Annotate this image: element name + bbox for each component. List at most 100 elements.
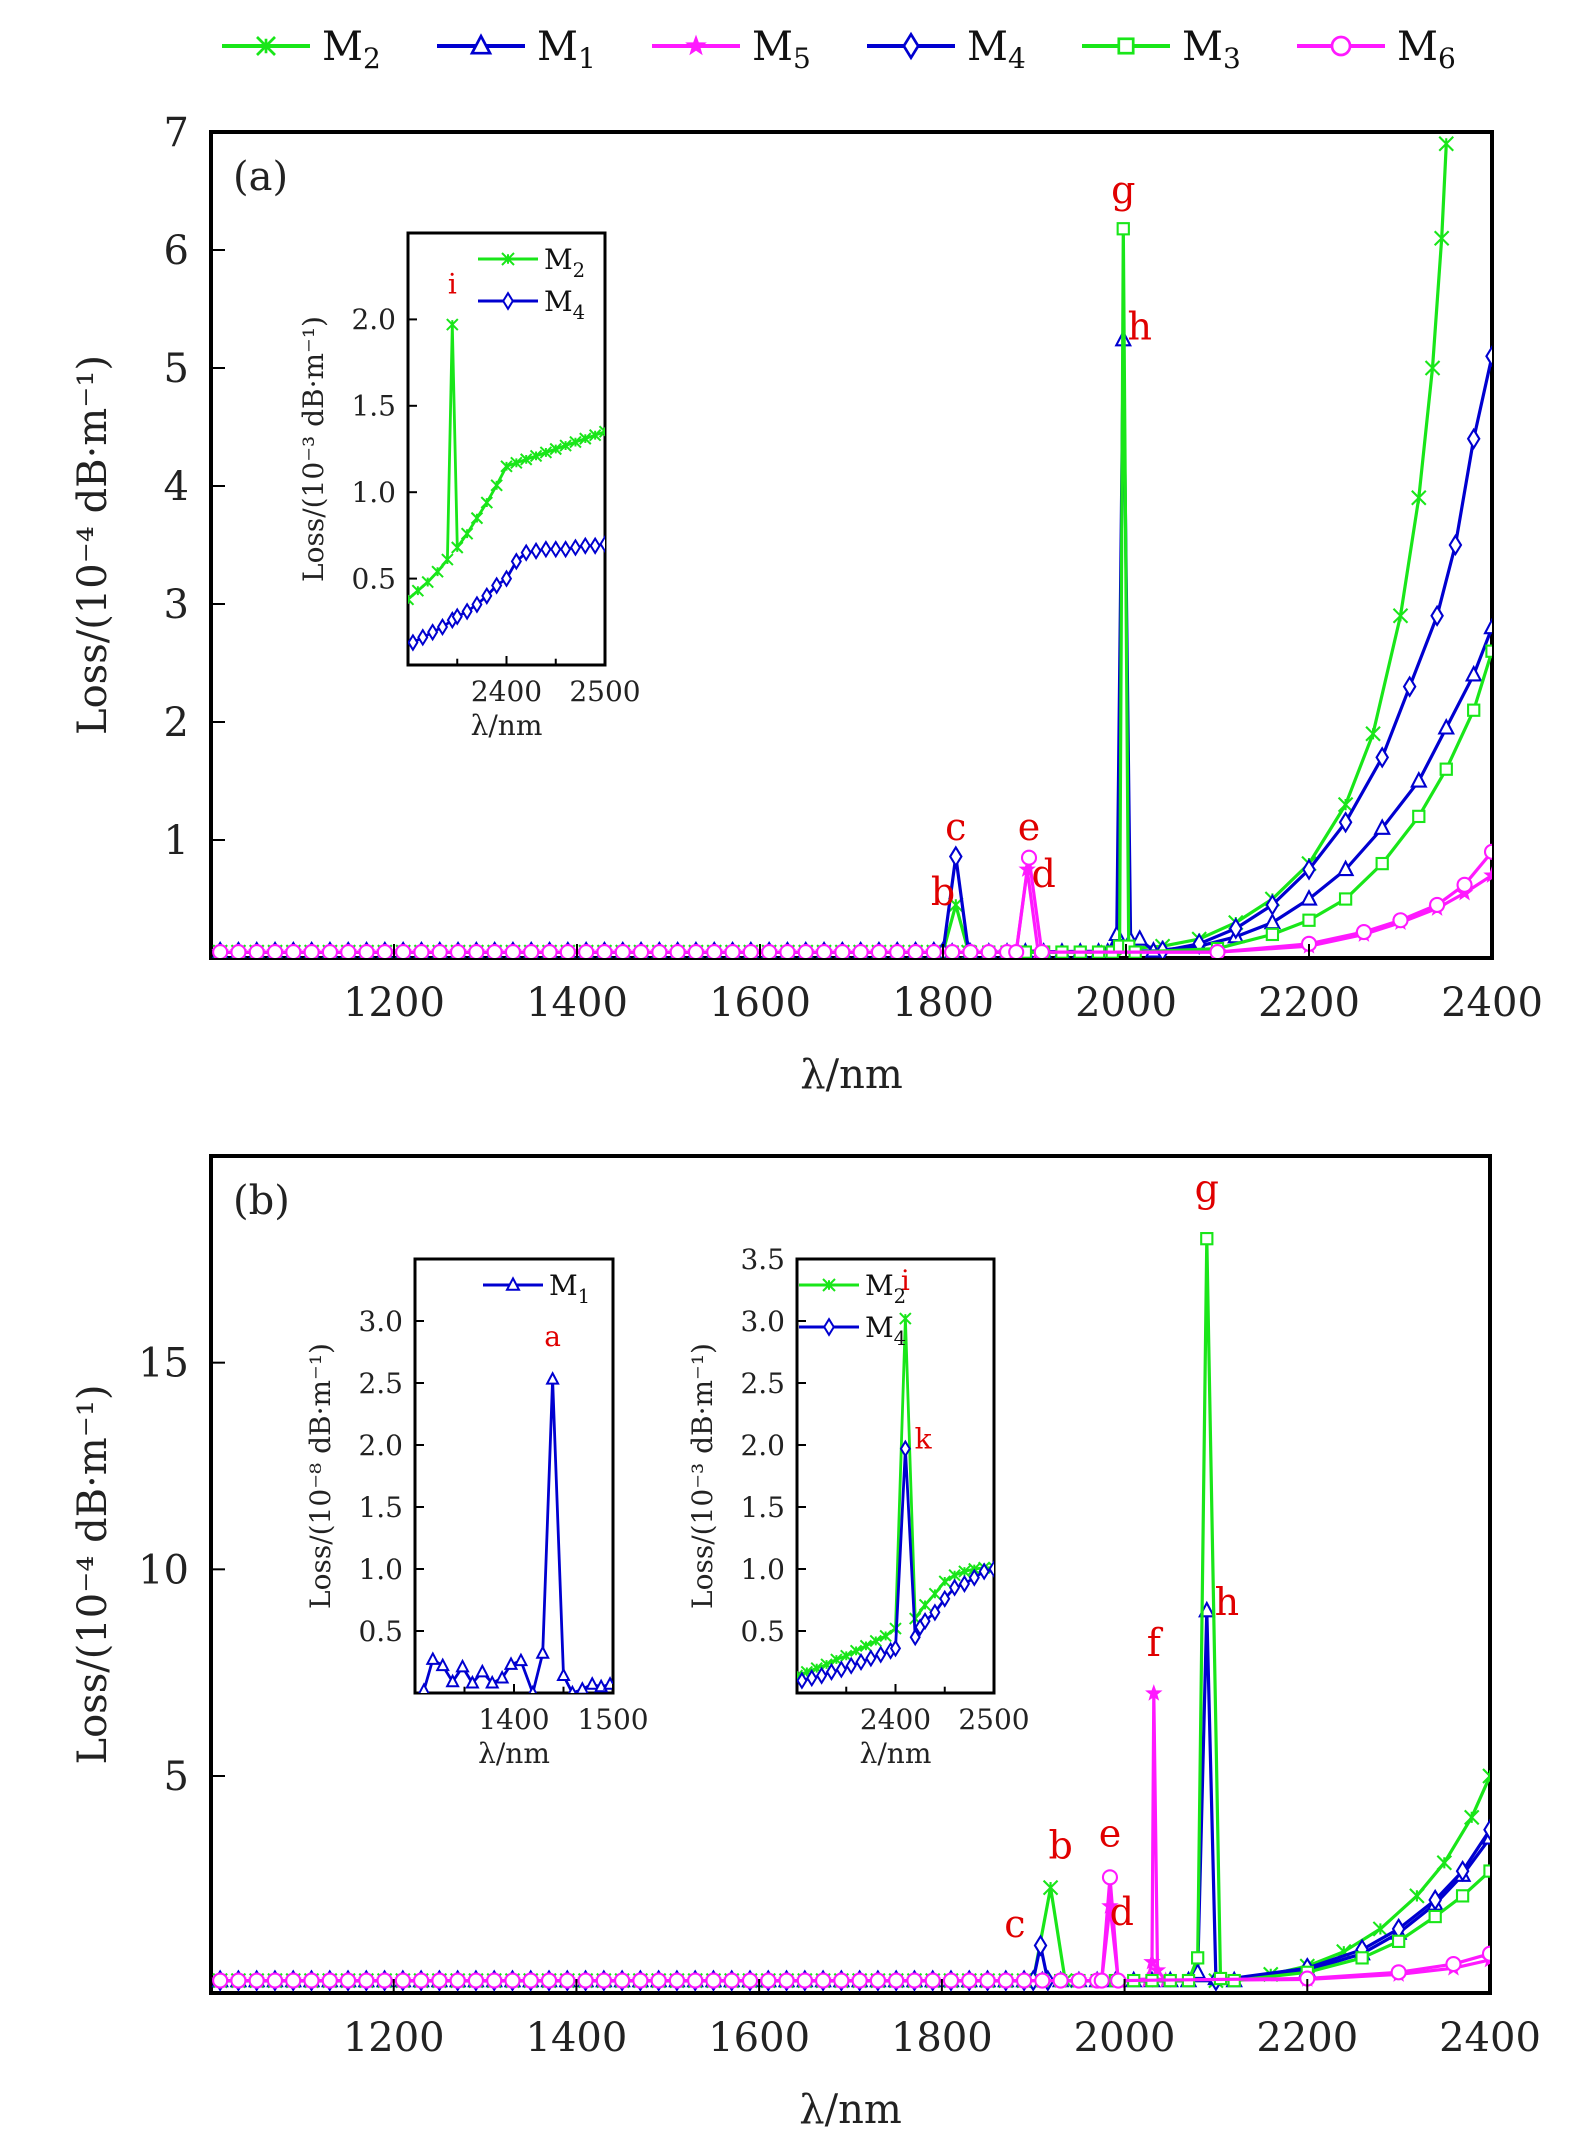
data-point-M6	[248, 944, 265, 958]
data-point-M4	[500, 569, 513, 588]
data-point-M6	[889, 944, 906, 958]
plot-area	[418, 1371, 613, 1693]
data-point-M6	[504, 1972, 521, 1989]
data-point-M4	[1485, 345, 1492, 368]
data-point-M6	[980, 944, 997, 958]
data-point-M6	[540, 1972, 558, 1989]
data-point-M2	[460, 527, 474, 540]
series-M1	[211, 1600, 1490, 1988]
data-point-M4	[560, 540, 572, 559]
peak-annotation-c: c	[945, 805, 966, 849]
x-tick-label: 1400	[526, 2015, 628, 2061]
data-point-M2	[539, 446, 553, 459]
y-tick-label: 6	[164, 228, 189, 274]
plot-frame	[209, 1154, 1492, 1995]
data-point-M6	[962, 944, 979, 958]
y-tick-label: 4	[164, 464, 189, 510]
data-point-M6	[1070, 1972, 1087, 1989]
data-point-M5	[1483, 866, 1492, 883]
square-marker-icon	[1117, 37, 1135, 55]
legend-item-M4: M4	[867, 24, 1026, 75]
data-point-M4	[939, 1589, 951, 1608]
data-point-M6	[979, 1972, 996, 1989]
data-point-M2	[1438, 136, 1454, 152]
data-point-M6	[997, 1972, 1014, 1989]
legend-label-sub: 6	[1438, 42, 1456, 75]
peak-annotation-d: d	[1110, 1890, 1134, 1934]
data-point-M1	[576, 1681, 589, 1693]
data-point-M6	[523, 944, 540, 958]
data-point-M4	[1228, 917, 1243, 940]
legend-label-main: M	[544, 285, 573, 318]
x-tick-label: 2400	[1441, 980, 1543, 1026]
data-point-M4	[958, 1574, 971, 1593]
x-tick-label: 2500	[958, 1703, 1029, 1736]
data-point-M6	[376, 1972, 393, 1989]
data-point-M6	[797, 944, 814, 958]
data-point-M6	[559, 944, 576, 958]
data-point-M4	[1033, 1934, 1048, 1957]
peak-annotation-h: h	[1127, 305, 1151, 349]
data-point-M6	[834, 944, 851, 958]
peak-annotation-i: i	[901, 1264, 910, 1297]
data-point-M1	[445, 1673, 460, 1688]
data-point-M4	[491, 576, 503, 595]
data-point-M2	[579, 432, 592, 445]
series-M5	[211, 1684, 1490, 1989]
legend-label-main: M	[865, 1311, 894, 1344]
data-point-M3	[1191, 1951, 1205, 1965]
data-point-M6	[1020, 849, 1038, 866]
panel-a-inset: 2400 2500 0.5 1.0 1.5 2.0 λ/nm Loss/(10⁻³ dB·m⁻…	[297, 231, 641, 742]
series-M2	[212, 136, 1454, 958]
data-point-M4	[589, 536, 601, 555]
data-point-M1	[568, 1684, 577, 1693]
inset-legend: M1	[483, 1269, 590, 1308]
data-point-M1	[485, 1674, 500, 1689]
panel-b-inset-2: 2400 2500 0.5 1.0 1.5 2.0 2.5 3.0 3.5 λ/nm Loss/(1…	[686, 1243, 1030, 1770]
data-point-M6	[888, 1972, 905, 1989]
data-point-M4	[816, 1666, 828, 1685]
series-line-M1	[422, 1377, 611, 1693]
peak-annotation-e: e	[1018, 805, 1041, 849]
y-tick-label: 2.0	[351, 303, 396, 336]
data-point-M6	[1429, 896, 1446, 913]
data-point-M4	[436, 617, 449, 637]
x-marker-icon	[256, 36, 276, 56]
data-point-M2	[1392, 608, 1409, 624]
data-point-M6	[285, 944, 302, 958]
data-point-M4	[579, 536, 591, 555]
data-point-M1	[535, 1645, 550, 1659]
data-point-M6	[266, 1972, 284, 1989]
data-point-M4	[1402, 675, 1417, 698]
data-point-M4	[1448, 533, 1463, 557]
data-point-M6	[595, 1972, 612, 1989]
data-point-M4	[1302, 858, 1316, 881]
y-tick-label: 3.0	[358, 1305, 403, 1338]
legend-label-sub: 1	[578, 1285, 590, 1308]
legend-label: M2	[322, 24, 381, 75]
data-point-M2	[446, 318, 459, 331]
series-line-M6	[220, 1875, 1490, 1983]
y-tick-label: 3.0	[740, 1305, 785, 1338]
plot-area	[408, 318, 605, 652]
inset-legend-label: M2	[865, 1269, 906, 1308]
legend-label-main: M	[752, 24, 793, 70]
data-point-M6	[687, 1972, 704, 1989]
data-point-M3	[1467, 703, 1481, 717]
x-tick-label: 1400	[526, 980, 628, 1026]
y-axis-title: Loss/(10⁻³ dB·m⁻¹)	[297, 316, 330, 582]
data-point-M2	[849, 1644, 863, 1658]
star-marker-icon	[685, 34, 707, 56]
x-tick-label: 1500	[577, 1703, 648, 1736]
data-point-M6	[778, 1972, 795, 1989]
data-point-M3	[1391, 1934, 1406, 1948]
data-point-M6	[486, 1972, 503, 1989]
series-M4	[408, 534, 605, 652]
data-point-M6	[870, 944, 887, 958]
data-point-M6	[230, 944, 247, 958]
data-point-M2	[441, 553, 454, 566]
diamond-marker-icon	[502, 291, 514, 311]
peak-annotation-c: c	[1004, 1902, 1025, 1946]
data-point-M6	[705, 1972, 722, 1989]
